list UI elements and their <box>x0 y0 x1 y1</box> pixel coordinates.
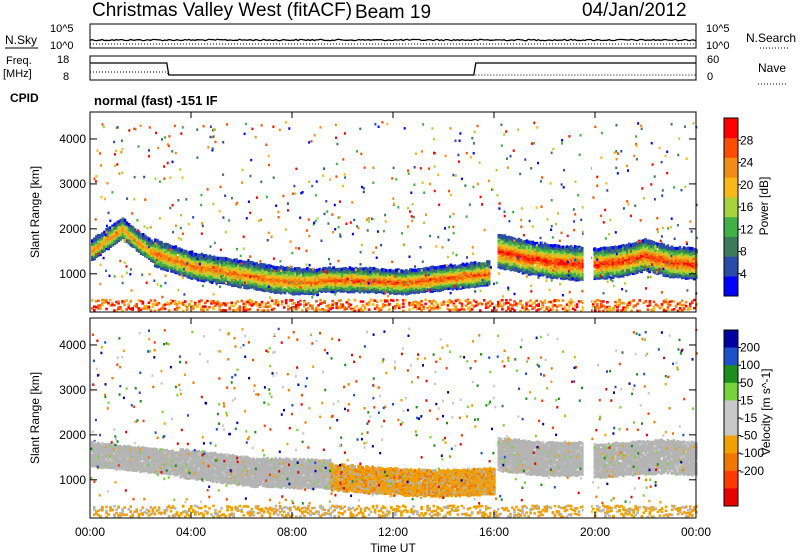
nsky-left-tick-bottom: 10^0 <box>50 40 74 52</box>
freq-right-tick-bottom: 0 <box>707 71 713 83</box>
plot-canvas: Christmas Valley West (fitACF) Beam 19 0… <box>0 0 800 554</box>
nsky-right-tick-top: 10^5 <box>706 23 730 35</box>
power-data <box>91 112 698 312</box>
freq-trace <box>90 63 696 75</box>
nsky-right-tick-bottom: 10^0 <box>706 40 730 52</box>
nsky-left-tick-top: 10^5 <box>50 23 74 35</box>
freq-left-tick-bottom: 8 <box>63 71 69 83</box>
cpid-label: CPID <box>10 91 39 105</box>
freq-label-line2: [MHz] <box>3 68 32 80</box>
nsky-trace <box>90 39 696 40</box>
nsky-label: N.Sky <box>5 33 37 47</box>
date-label: 04/Jan/2012 <box>582 0 687 21</box>
freq-strip: Freq. [MHz] 18 8 60 0 Nave <box>3 54 786 84</box>
nsky-strip: N.Sky 10^5 10^0 10^5 10^0 N.Search <box>5 23 796 52</box>
freq-frame <box>90 56 696 80</box>
freq-right-tick-top: 60 <box>707 54 719 66</box>
power-cell <box>124 219 127 222</box>
nave-label: Nave <box>758 61 786 75</box>
plot-title: Christmas Valley West (fitACF) <box>92 0 352 21</box>
freq-label-line1: Freq. <box>6 55 32 67</box>
cpid-strip: CPID normal (fast) -151 IF <box>10 91 218 108</box>
radar-summary-plot: Christmas Valley West (fitACF) Beam 19 0… <box>0 0 800 554</box>
cpid-text: normal (fast) -151 IF <box>94 93 218 108</box>
beam-label: Beam 19 <box>355 2 431 23</box>
freq-left-tick-top: 18 <box>57 54 69 66</box>
nsearch-label: N.Search <box>746 31 796 45</box>
